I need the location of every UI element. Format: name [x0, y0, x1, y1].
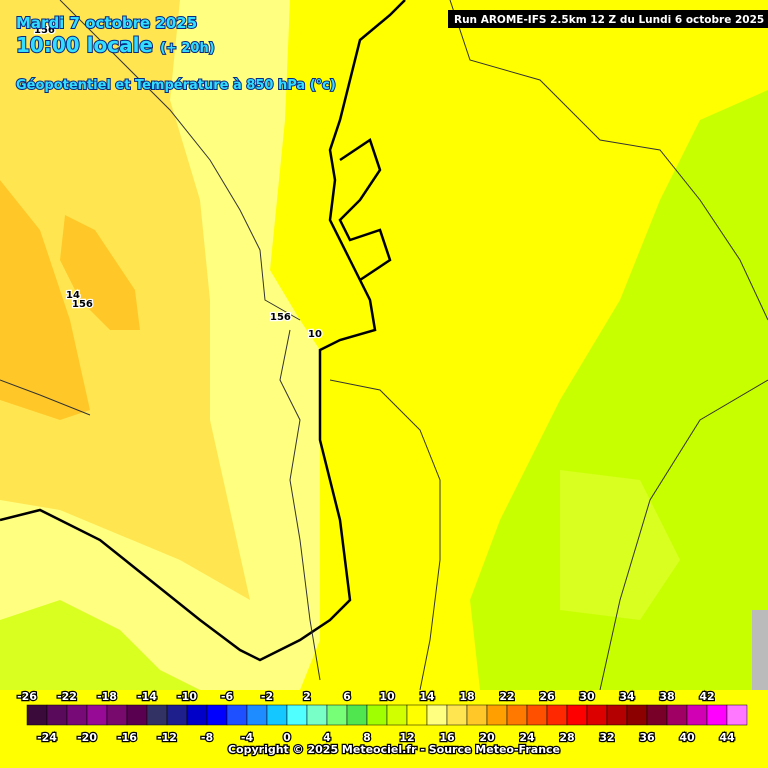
- colorbar-cell: [526, 704, 548, 726]
- colorbar-label: 34: [619, 690, 635, 703]
- colorbar-label: 36: [639, 731, 655, 744]
- lead-time: (+ 20h): [160, 41, 215, 56]
- colorbar-cell: [386, 704, 408, 726]
- colorbar-label: 10: [379, 690, 395, 703]
- contour-label: 156: [72, 299, 93, 310]
- colorbar-label: -14: [137, 690, 157, 703]
- contour-label: 156: [34, 25, 55, 36]
- colorbar-cell: [266, 704, 288, 726]
- contour-label: 156: [270, 312, 291, 323]
- colorbar-cell: [706, 704, 728, 726]
- copyright: Copyright © 2025 Meteociel.fr - Source M…: [228, 743, 560, 756]
- colorbar-cell: [686, 704, 708, 726]
- colorbar-cell: [466, 704, 488, 726]
- colorbar-label: -12: [157, 731, 177, 744]
- colorbar-label: 22: [499, 690, 514, 703]
- colorbar-label: -6: [221, 690, 234, 703]
- contour-label: 14: [66, 290, 80, 301]
- date: Mardi 7 octobre 2025: [16, 14, 197, 32]
- colorbar-cell: [306, 704, 328, 726]
- colorbar-cell: [246, 704, 268, 726]
- colorbar-label: -10: [177, 690, 197, 703]
- colorbar-label: -2: [261, 690, 273, 703]
- colorbar-label: 40: [679, 731, 695, 744]
- colorbar-label: -24: [37, 731, 57, 744]
- colorbar-cell: [426, 704, 448, 726]
- colorbar-cell: [166, 704, 188, 726]
- colorbar-cell: [446, 704, 468, 726]
- colorbar-cell: [86, 704, 108, 726]
- colorbar-label: 30: [579, 690, 595, 703]
- colorbar-label: 2: [303, 690, 311, 703]
- colorbar-label: 0: [283, 731, 291, 744]
- colorbar-label: -18: [97, 690, 117, 703]
- run-info: Run AROME-IFS 2.5km 12 Z du Lundi 6 octo…: [454, 14, 764, 26]
- colorbar-cell: [286, 704, 308, 726]
- colorbar-cell: [146, 704, 168, 726]
- colorbar-label: -22: [57, 690, 77, 703]
- colorbar-cell: [126, 704, 148, 726]
- colorbar-label: -20: [77, 731, 97, 744]
- colorbar-label: -26: [17, 690, 37, 703]
- colorbar-cell: [606, 704, 628, 726]
- colorbar-cell: [486, 704, 508, 726]
- contour-label: 10: [308, 329, 322, 340]
- colorbar-label: 38: [659, 690, 674, 703]
- colorbar-label: 8: [363, 731, 371, 744]
- colorbar-cell: [566, 704, 588, 726]
- colorbar-label: 32: [599, 731, 614, 744]
- run-banner: [448, 10, 768, 28]
- colorbar-label: -4: [241, 731, 254, 744]
- colorbar-label: 20: [479, 731, 495, 744]
- colorbar-cell: [666, 704, 688, 726]
- no-data: [752, 610, 768, 690]
- colorbar-label: 6: [343, 690, 351, 703]
- coastline: [0, 0, 406, 662]
- colorbar-label: -16: [117, 731, 137, 744]
- colorbar-cell: [546, 704, 568, 726]
- temp-zone-10: [470, 0, 768, 690]
- colorbar-cell: [726, 704, 748, 726]
- colorbar-cell: [506, 704, 528, 726]
- colorbar-cell: [186, 704, 208, 726]
- legend-band: [0, 690, 768, 768]
- colorbar-cell: [626, 704, 648, 726]
- colorbar-label: 14: [419, 690, 435, 703]
- colorbar-cell: [346, 704, 368, 726]
- colorbar-label: 24: [519, 731, 535, 744]
- colorbar-cell: [46, 704, 68, 726]
- colorbar-label: 44: [719, 731, 735, 744]
- colorbar-label: 42: [699, 690, 714, 703]
- colorbar-cell: [586, 704, 608, 726]
- colorbar-cell: [106, 704, 128, 726]
- colorbar-cell: [326, 704, 348, 726]
- colorbar-label: -8: [201, 731, 213, 744]
- colorbar-cell: [406, 704, 428, 726]
- colorbar-label: 26: [539, 690, 555, 703]
- colorbar-label: 16: [439, 731, 455, 744]
- colorbar-label: 28: [559, 731, 574, 744]
- colorbar-label: 4: [323, 731, 331, 744]
- colorbar-cell: [66, 704, 88, 726]
- field-title: Géopotentiel et Température à 850 hPa (°…: [16, 78, 336, 93]
- colorbar: -26-24-22-20-18-16-14-12-10-8-6-4-202468…: [16, 689, 748, 745]
- time: 10:00 locale: [16, 33, 153, 57]
- colorbar-cell: [26, 704, 48, 726]
- borders-and-contours: [0, 0, 768, 691]
- temp-zone-16: [0, 180, 140, 420]
- colorbar-cell: [206, 704, 228, 726]
- colorbar-label: 12: [399, 731, 414, 744]
- temp-zone-11: [0, 470, 680, 690]
- colorbar-cell: [226, 704, 248, 726]
- colorbar-label: 18: [459, 690, 474, 703]
- colorbar-cell: [366, 704, 388, 726]
- colorbar-cell: [646, 704, 668, 726]
